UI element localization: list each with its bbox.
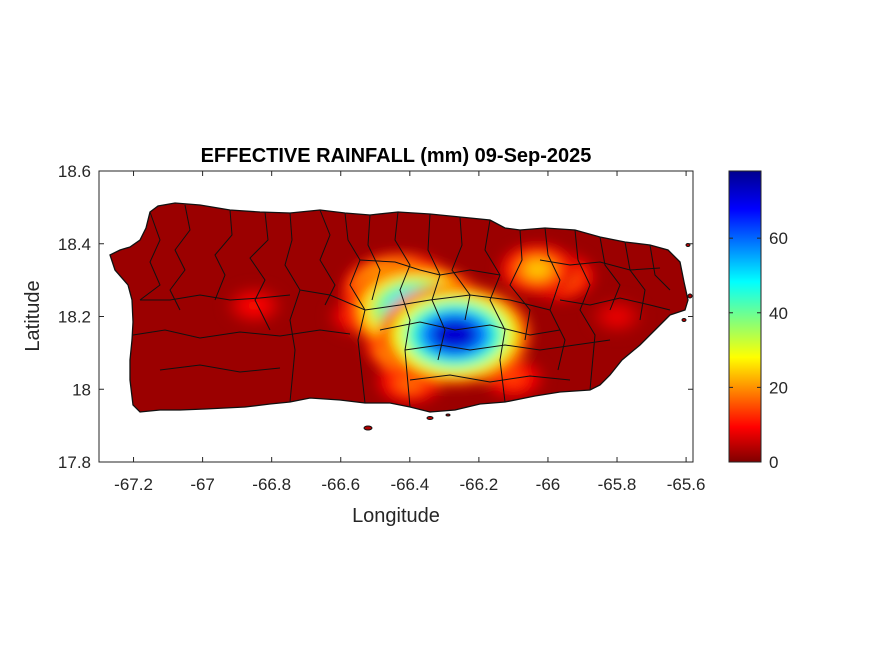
island-outline xyxy=(109,202,689,413)
colorbar-tick-label: 20 xyxy=(769,378,788,397)
x-axis-label: Longitude xyxy=(352,505,440,527)
x-tick-label: -66.2 xyxy=(460,475,499,494)
municipality-boundary xyxy=(359,259,501,276)
islet xyxy=(363,425,373,431)
municipality-boundary xyxy=(379,321,561,336)
municipality-boundary xyxy=(139,211,161,301)
municipality-boundary xyxy=(214,209,233,301)
y-tick-label: 17.8 xyxy=(58,453,91,472)
y-tick-label: 18 xyxy=(72,380,91,399)
municipality-boundary xyxy=(344,212,366,404)
x-tick-label: -66 xyxy=(536,475,561,494)
islet xyxy=(426,416,434,420)
x-tick-label: -65.6 xyxy=(667,475,706,494)
x-axis: -67.2 -67 -66.8 -66.6 -66.4 -66.2 -66 -65.8 -65.… xyxy=(114,171,705,494)
chart-title: EFFECTIVE RAINFALL (mm) 09-Sep-2025 xyxy=(201,145,592,167)
island-map xyxy=(109,202,693,431)
x-tick-label: -67 xyxy=(190,475,215,494)
x-tick-label: -66.4 xyxy=(390,475,429,494)
municipality-boundary xyxy=(427,213,446,361)
x-tick-label: -66.8 xyxy=(252,475,291,494)
municipality-boundary xyxy=(159,364,281,373)
municipality-boundary xyxy=(624,241,646,321)
x-tick-label: -65.8 xyxy=(598,475,637,494)
islet xyxy=(445,413,451,417)
municipality-boundary xyxy=(574,229,596,391)
municipality-boundary xyxy=(319,209,336,306)
municipality-boundary xyxy=(559,297,671,311)
rainfall-contour xyxy=(608,311,626,322)
rainfall-contour xyxy=(525,261,550,278)
colorbar: 0 20 40 60 xyxy=(728,170,788,472)
municipality-boundary xyxy=(140,294,291,301)
y-axis-label: Latitude xyxy=(22,280,44,351)
municipality-boundary xyxy=(409,374,571,383)
municipality-boundary xyxy=(484,219,506,403)
municipality-boundary xyxy=(249,211,271,331)
islet xyxy=(687,293,693,299)
municipality-boundary xyxy=(649,244,671,291)
y-tick-label: 18.6 xyxy=(58,162,91,181)
municipality-boundary xyxy=(367,214,381,301)
municipality-boundary xyxy=(132,329,351,339)
y-tick-label: 18.2 xyxy=(58,308,91,327)
colorbar-tick-label: 60 xyxy=(769,229,788,248)
x-tick-label: -67.2 xyxy=(114,475,153,494)
municipality-boundaries xyxy=(132,204,671,408)
y-tick-label: 18.4 xyxy=(58,235,91,254)
municipality-boundary xyxy=(539,259,661,271)
colorbar-ticks: 0 20 40 60 xyxy=(729,229,788,472)
municipality-boundary xyxy=(169,204,191,311)
y-axis: 17.8 18 18.2 18.4 18.6 xyxy=(58,162,693,472)
small-islets xyxy=(363,243,693,431)
municipality-boundary xyxy=(509,229,531,341)
municipality-boundary xyxy=(451,216,471,321)
municipality-boundary xyxy=(544,227,566,371)
colorbar-tick-label: 40 xyxy=(769,304,788,323)
rainfall-contour xyxy=(245,299,263,312)
islet xyxy=(681,318,687,322)
municipality-boundary xyxy=(599,236,621,311)
colorbar-tick-label: 0 xyxy=(769,453,778,472)
colorbar-gradient xyxy=(728,170,762,463)
municipality-boundary xyxy=(299,289,551,311)
x-tick-label: -66.6 xyxy=(321,475,360,494)
municipality-boundary xyxy=(404,339,611,351)
